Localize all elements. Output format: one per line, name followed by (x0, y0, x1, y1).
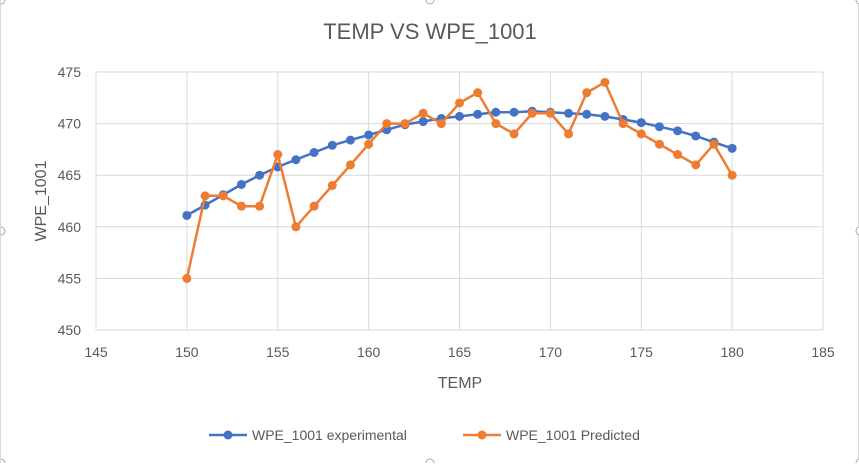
data-point[interactable] (200, 191, 210, 201)
data-point[interactable] (691, 131, 701, 141)
legend-label: WPE_1001 experimental (252, 427, 407, 443)
data-point[interactable] (473, 88, 483, 98)
data-point[interactable] (236, 201, 246, 211)
gridlines (95, 71, 824, 331)
data-point[interactable] (618, 119, 628, 129)
y-tick-label: 465 (58, 167, 82, 183)
data-point[interactable] (345, 135, 355, 145)
data-point[interactable] (673, 150, 683, 160)
data-point[interactable] (273, 150, 283, 160)
data-point[interactable] (364, 139, 374, 149)
data-point[interactable] (491, 119, 501, 129)
data-point[interactable] (236, 179, 246, 189)
data-point[interactable] (691, 160, 701, 170)
resize-handle-top-left[interactable] (0, 0, 6, 5)
resize-handle-bottom-left[interactable] (0, 458, 6, 468)
data-point[interactable] (382, 119, 392, 129)
data-point[interactable] (291, 155, 301, 165)
data-point[interactable] (600, 111, 610, 121)
legend-item[interactable]: WPE_1001 Predicted (463, 427, 640, 443)
data-point[interactable] (509, 129, 519, 139)
data-point[interactable] (727, 143, 737, 153)
x-tick-label: 160 (357, 344, 381, 360)
data-point[interactable] (218, 191, 228, 201)
data-point[interactable] (654, 122, 664, 132)
data-point[interactable] (418, 108, 428, 118)
data-point[interactable] (455, 111, 464, 121)
data-point[interactable] (327, 181, 337, 191)
data-point[interactable] (309, 201, 319, 211)
x-tick-label: 175 (630, 344, 654, 360)
data-point[interactable] (509, 107, 519, 117)
legend-swatch-marker (477, 430, 487, 440)
data-point[interactable] (182, 210, 192, 220)
data-point[interactable] (400, 119, 410, 129)
data-point[interactable] (255, 201, 265, 211)
x-axis-title[interactable]: TEMP (438, 375, 482, 392)
data-point[interactable] (291, 222, 301, 232)
data-point[interactable] (527, 108, 537, 118)
data-point[interactable] (473, 109, 483, 119)
x-tick-label: 165 (448, 344, 472, 360)
data-point[interactable] (727, 170, 737, 180)
data-point[interactable] (418, 117, 428, 127)
x-tick-label: 150 (175, 344, 199, 360)
data-point[interactable] (491, 107, 501, 117)
data-point[interactable] (709, 139, 719, 149)
y-tick-label: 460 (58, 219, 82, 235)
resize-handle-top[interactable] (425, 0, 435, 5)
x-tick-label: 170 (539, 344, 563, 360)
y-tick-label: 475 (58, 64, 82, 80)
data-point[interactable] (564, 129, 574, 139)
data-point[interactable] (564, 108, 574, 118)
data-point[interactable] (654, 139, 664, 149)
series-1[interactable] (182, 106, 737, 220)
legend-item[interactable]: WPE_1001 experimental (209, 427, 407, 443)
resize-handle-bottom[interactable] (425, 458, 435, 468)
data-point[interactable] (455, 98, 464, 108)
data-point[interactable] (600, 77, 610, 87)
y-tick-label: 450 (58, 322, 82, 338)
data-point[interactable] (673, 126, 683, 136)
data-point[interactable] (436, 119, 446, 129)
legend-swatch-marker (223, 430, 233, 440)
resize-handle-left[interactable] (0, 226, 6, 236)
axis-ticks: 450 455 460 465 470 475 145 150 155 160 165 170 175 1… (58, 64, 835, 360)
x-tick-label: 145 (84, 344, 108, 360)
data-point[interactable] (327, 140, 337, 150)
data-point[interactable] (582, 109, 592, 119)
data-point[interactable] (636, 118, 646, 128)
chart-title[interactable]: TEMP VS WPE_1001 (323, 19, 537, 44)
x-tick-label: 185 (811, 344, 835, 360)
series-2[interactable] (182, 77, 737, 283)
data-point[interactable] (545, 108, 555, 118)
x-tick-label: 155 (266, 344, 290, 360)
data-point[interactable] (182, 273, 192, 283)
resize-handle-top-right[interactable] (855, 0, 859, 5)
data-point[interactable] (582, 88, 592, 98)
data-point[interactable] (364, 130, 374, 140)
resize-handle-right[interactable] (855, 226, 859, 236)
legend-label: WPE_1001 Predicted (506, 427, 640, 443)
legend[interactable]: WPE_1001 experimental WPE_1001 Predicted (209, 427, 640, 443)
y-tick-label: 455 (58, 270, 82, 286)
y-axis-title[interactable]: WPE_1001 (33, 160, 50, 241)
data-point[interactable] (636, 129, 646, 139)
y-tick-label: 470 (58, 116, 82, 132)
data-point[interactable] (255, 170, 265, 180)
data-point[interactable] (345, 160, 355, 170)
series-layer (182, 77, 737, 283)
data-point[interactable] (309, 147, 319, 157)
x-tick-label: 180 (720, 344, 744, 360)
